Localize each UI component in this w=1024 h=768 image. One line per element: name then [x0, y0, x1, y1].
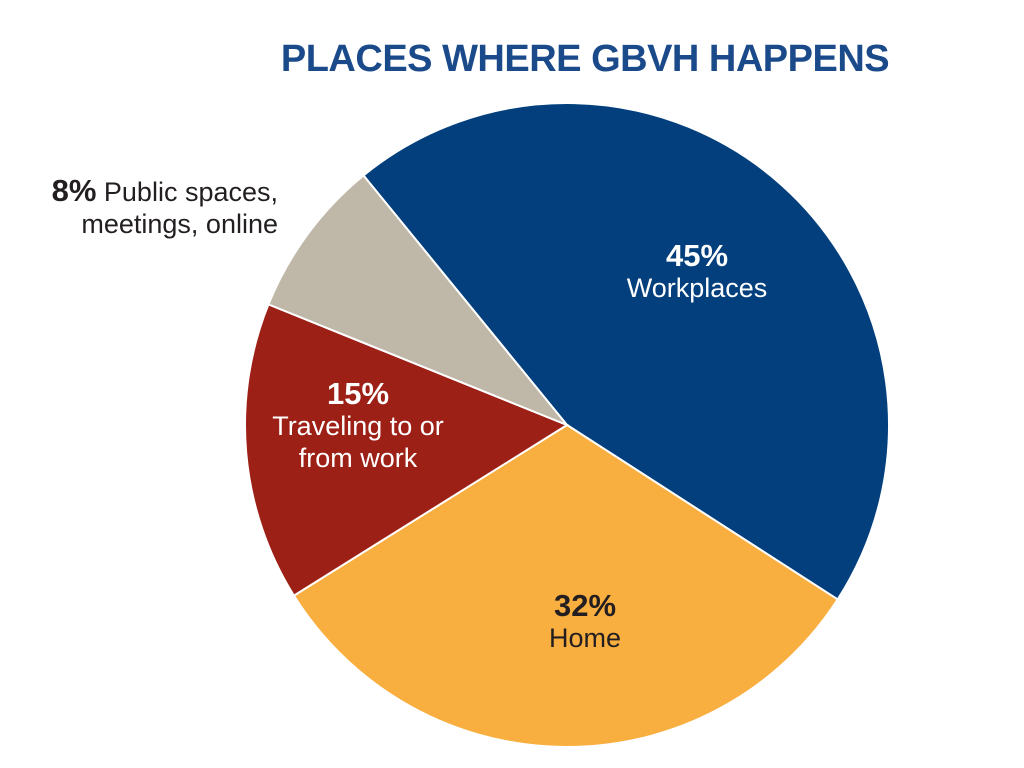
chart-title: PLACES WHERE GBVH HAPPENS [280, 38, 890, 80]
category-label: Public spaces, meetings, online [81, 177, 278, 239]
category-label: Home [548, 623, 622, 653]
slice-label: 8% Public spaces, meetings, online [0, 175, 278, 240]
slice-label: 32% Home [465, 590, 705, 654]
pie-slice [362, 102, 890, 601]
value-label: 15% [326, 376, 390, 411]
pie-slice [267, 174, 568, 426]
value-label: 45% [665, 238, 729, 273]
value-label: 8% [51, 173, 97, 208]
pie-slice [244, 303, 570, 598]
value-label: 32% [553, 588, 617, 623]
category-label: Traveling to or from work [272, 411, 444, 473]
slice-label: 15% Traveling to or from work [258, 378, 458, 474]
slice-label: 45% Workplaces [577, 240, 817, 304]
category-label: Workplaces [626, 273, 768, 303]
pie-slice [292, 423, 840, 748]
